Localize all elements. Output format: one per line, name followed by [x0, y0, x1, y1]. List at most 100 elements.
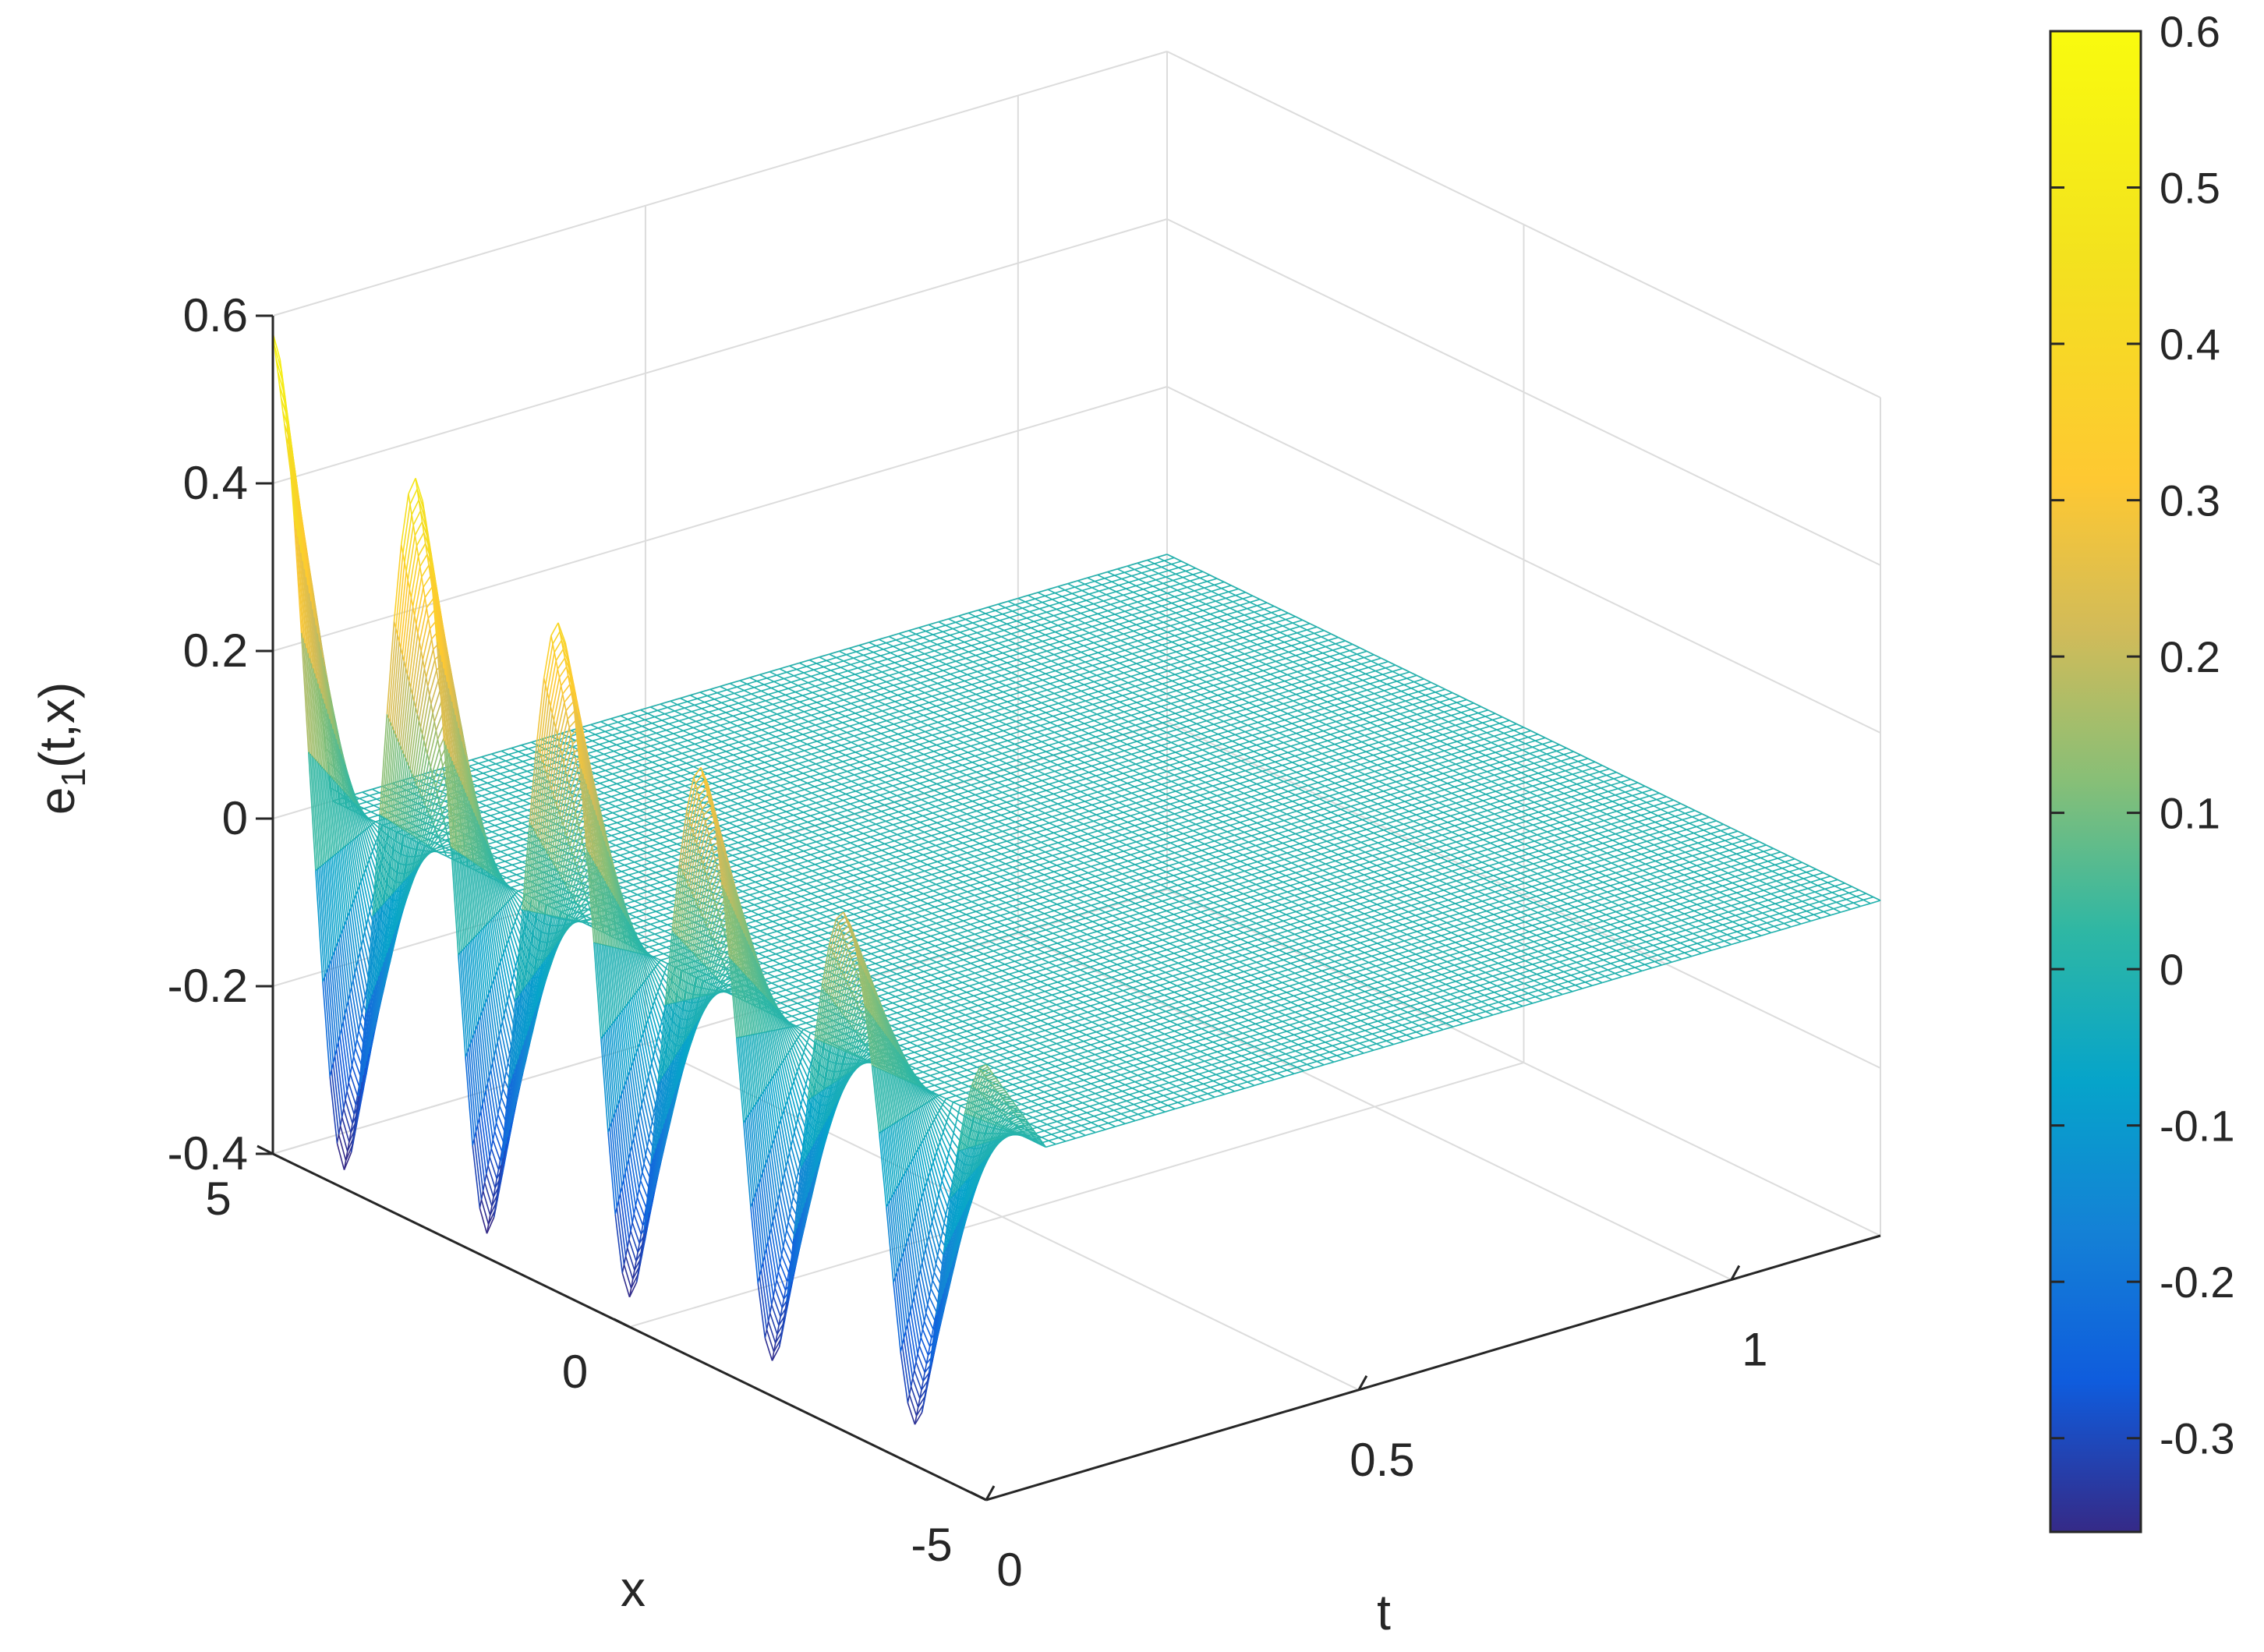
- mesh-line-x-28: [651, 859, 662, 864]
- mesh-line-x-23: [983, 733, 994, 738]
- mesh-line-x-25: [1007, 737, 1018, 741]
- mesh-line-x-31: [1080, 748, 1091, 754]
- mesh-line-x-7: [709, 724, 721, 729]
- mesh-line-x-6: [1090, 607, 1101, 611]
- mesh-line-x-7: [898, 669, 910, 674]
- mesh-line-x-13: [723, 754, 734, 759]
- mesh-line-x-9: [1102, 620, 1113, 624]
- mesh-line-x-38: [1040, 799, 1051, 805]
- mesh-line-x-19: [845, 752, 856, 756]
- mesh-line-x-10: [950, 670, 960, 675]
- mesh-line-x-2: [664, 710, 675, 715]
- mesh-line-x-21: [830, 767, 840, 772]
- mesh-line-x-7: [868, 677, 879, 682]
- mesh-line-x-34: [803, 847, 814, 852]
- mesh-line-x-24: [970, 742, 982, 747]
- mesh-line-x-13: [971, 681, 982, 685]
- mesh-line-x-29: [1244, 689, 1255, 694]
- mesh-line-x-23: [565, 856, 577, 861]
- mesh-line-x-9: [1211, 587, 1222, 593]
- mesh-line-x-16: [764, 759, 775, 763]
- mesh-line-x-3: [681, 710, 692, 716]
- mesh-line-x-7: [590, 759, 602, 765]
- mesh-line-x-4: [659, 723, 670, 727]
- mesh-line-x-10: [1059, 638, 1070, 642]
- mesh-line-x-2: [495, 760, 506, 765]
- mesh-line-x-11: [1225, 594, 1236, 600]
- mesh-line-x-21: [1276, 635, 1288, 640]
- mesh-line-x-2: [952, 624, 964, 630]
- mesh-line-x-10: [612, 770, 623, 775]
- mesh-line-x-2: [843, 657, 854, 662]
- mesh-line-x-8: [439, 810, 450, 815]
- mesh-line-x-26: [805, 802, 816, 807]
- mesh-line-x-37: [964, 816, 975, 822]
- mesh-line-x-28: [959, 768, 970, 773]
- mesh-line-x-21: [949, 732, 960, 737]
- mesh-line-x-15: [489, 834, 500, 839]
- mesh-line-x-9: [664, 749, 675, 754]
- mesh-line-x-34: [1220, 724, 1231, 729]
- mesh-line-x-30: [745, 842, 755, 847]
- mesh-line-x-19: [437, 680, 440, 692]
- mesh-line-x-23: [1251, 653, 1262, 659]
- mesh-line-x-10: [1129, 617, 1140, 622]
- mesh-line-x-13: [1219, 607, 1230, 612]
- mesh-line-x-27: [1260, 674, 1271, 678]
- mesh-line-x-12: [695, 756, 707, 761]
- mesh-line-x-4: [628, 731, 640, 737]
- mesh-line-x-7: [481, 792, 492, 797]
- mesh-line-x-18: [818, 754, 829, 759]
- mesh-line-x-21: [1028, 708, 1039, 713]
- mesh-line-x-1: [1064, 586, 1075, 591]
- mesh-line-x-8: [1204, 584, 1215, 589]
- mesh-line-x-12: [766, 736, 776, 741]
- mesh-line-x-12: [686, 759, 697, 764]
- mesh-line-x-27: [1310, 659, 1321, 663]
- mesh-line-x-10: [1079, 632, 1090, 637]
- mesh-line-x-6: [872, 671, 883, 676]
- mesh-line-x-29: [1304, 671, 1315, 676]
- mesh-line-x-20: [1200, 652, 1211, 656]
- mesh-line-x-18: [1086, 674, 1098, 679]
- mesh-line-x-5: [844, 674, 855, 678]
- mesh-line-x-13: [832, 722, 843, 727]
- mesh-line-x-30: [1023, 760, 1034, 765]
- mesh-line-x-27: [1170, 699, 1181, 705]
- mesh-line-x-38: [702, 899, 713, 904]
- mesh-line-x-28: [1058, 738, 1070, 743]
- mesh-line-x-17: [851, 738, 861, 743]
- mesh-line-x-26: [1044, 731, 1055, 736]
- mesh-line-x-27: [892, 782, 904, 787]
- mesh-line-x-11: [868, 700, 879, 705]
- mesh-line-x-37: [1410, 685, 1422, 689]
- mesh-line-x-11: [828, 712, 839, 716]
- mesh-line-x-17: [721, 776, 733, 781]
- mesh-line-x-20: [504, 858, 515, 862]
- mesh-line-x-2: [1151, 566, 1162, 571]
- mesh-line-x-9: [764, 720, 775, 724]
- mesh-line-x-40: [786, 886, 798, 890]
- mesh-line-x-7: [958, 651, 969, 656]
- mesh-line-x-15: [956, 696, 967, 701]
- mesh-line-x-6: [504, 780, 515, 784]
- mesh-line-x-0: [958, 612, 969, 617]
- mesh-line-x-16: [1162, 641, 1173, 646]
- mesh-line-x-35: [890, 827, 900, 832]
- mesh-line-x-6: [1010, 630, 1022, 635]
- mesh-line-x-5: [486, 779, 498, 784]
- mesh-line-x-6: [713, 718, 723, 723]
- mesh-line-x-21: [1257, 641, 1268, 646]
- mesh-line-x-9: [1002, 649, 1013, 654]
- mesh-line-x-0: [501, 747, 512, 752]
- mesh-line-x-21: [1247, 644, 1258, 649]
- mesh-line-x-18: [778, 766, 789, 770]
- mesh-line-x-11: [987, 665, 998, 670]
- mesh-line-x-22: [1205, 662, 1215, 667]
- mesh-line-x-14: [740, 755, 751, 759]
- mesh-line-x-24: [1288, 648, 1299, 653]
- mesh-line-x-8: [876, 681, 887, 686]
- mesh-line-x-37: [1162, 758, 1173, 762]
- mesh-line-x-18: [679, 794, 690, 800]
- mesh-line-x-28: [631, 865, 642, 869]
